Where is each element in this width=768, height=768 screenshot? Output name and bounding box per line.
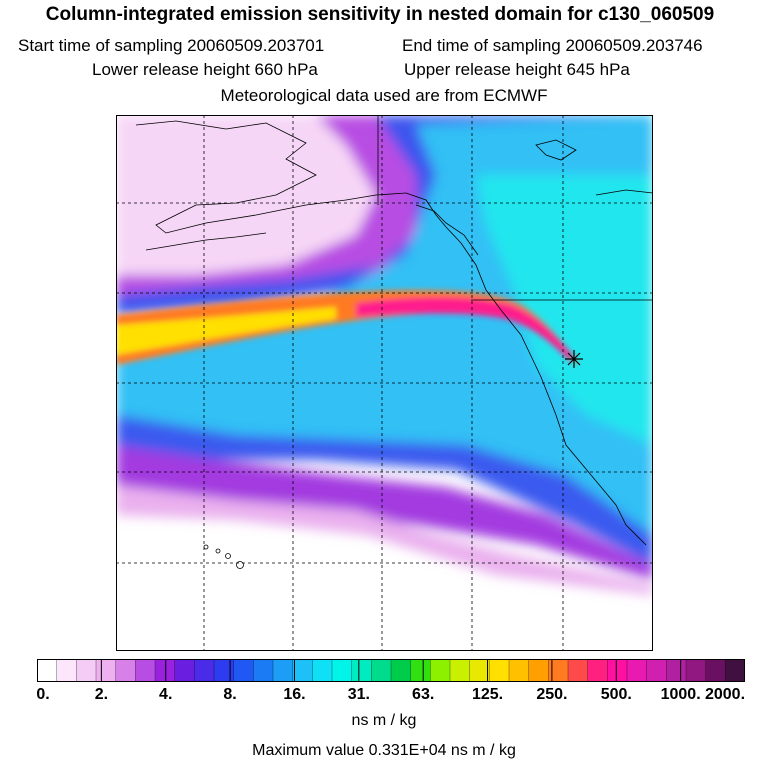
colorbar-cell [312,658,333,683]
pink-fringe-south [116,485,653,595]
colorbar-cell [528,658,549,683]
colorbar-cell [508,658,530,683]
colorbar-cell [115,658,136,683]
coastlines [135,120,653,546]
colorbar-cell [36,658,58,683]
chart-title: Column-integrated emission sensitivity i… [45,4,715,25]
colorbar-cell [272,658,294,683]
maximum-value-label: Maximum value 0.331E+04 ns m / kg [252,742,516,759]
end-sampling-label: End time of sampling 20060509.203746 [402,36,703,55]
colorbar-cell [56,658,77,683]
colorbar-cell [410,658,431,683]
colorbar-tick-label: 250. [536,686,568,703]
sensitivity-map [116,115,653,651]
colorbar-tick-label: 125. [471,686,504,703]
coastline-alaska [135,120,647,546]
colorbar-frame [37,659,745,682]
colorbar-cell [646,658,667,683]
colorbar-cell [725,658,746,683]
colorbar-cell [154,658,176,683]
colorbar-units: ns m / kg [351,712,417,729]
plume-yellow [116,307,336,355]
lat-lon-grid [116,115,653,651]
met-data-label: Meteorological data used are from ECMWF [220,86,548,105]
colorbar-cell [489,658,510,683]
colorbar-cell [76,658,97,683]
cyan-bright-patch [476,175,653,445]
colorbar-tick-label: 2. [94,686,109,703]
start-sampling-label: Start time of sampling 20060509.203701 [18,36,325,55]
blue-band-south [116,415,653,565]
colorbar-cell [607,658,628,683]
coastline-bc [415,204,479,256]
colorbar-cell [331,658,353,683]
colorbar-cell [469,658,490,683]
purple-band-south [116,445,653,580]
colorbar-cell [351,658,372,683]
colorbar-cell [390,658,412,683]
colorbar-cell [567,658,589,683]
colorbar-tick-label: 0. [36,686,50,703]
colorbar-tick-label: 500. [600,686,632,703]
colorbar-cell [666,658,687,683]
colorbar-tick-label: 1000. [660,686,701,703]
colorbar-tick-label: 31. [347,686,370,703]
colorbar-cell [213,658,235,683]
colorbar-cell [135,658,156,683]
colorbar [36,658,746,683]
colorbar-tick-label: 8. [223,686,237,703]
colorbar-cell [253,658,274,683]
coastline-aleutians [145,232,267,251]
map-svg [116,115,653,651]
colorbar-cell [587,658,608,683]
colorbar-cell [449,658,471,683]
colorbar-svg [36,658,746,683]
colorbar-cell [292,658,313,683]
release-point-marker [565,350,583,368]
map-frame [116,115,653,651]
colorbar-cell [548,658,569,683]
colorbar-cell [685,658,707,683]
colorbar-cell [705,658,726,683]
colorbar-tick-label: 16. [283,686,306,703]
colorbar-cell [233,658,254,683]
hawaii-islands [203,544,244,569]
borders [377,115,653,301]
colorbar-cell [95,658,117,683]
upper-release-label: Upper release height 645 hPa [404,60,630,79]
colorbar-tick-label: 2000. [704,686,746,703]
coastline-arctic [535,139,577,161]
colorbar-cell [430,658,451,683]
plume-core [356,297,574,361]
colorbar-tick-label: 63. [412,686,435,703]
lower-release-label: Lower release height 660 hPa [92,60,318,79]
colorbar-cell [174,658,195,683]
colorbar-tick-label: 4. [159,686,173,703]
colorbar-cell [194,658,215,683]
colorbar-cell [371,658,392,683]
coastline-hudson [595,189,653,196]
colorbar-major-ticks [100,659,682,682]
colorbar-cell [626,658,648,683]
colorbar-cells [36,658,746,683]
